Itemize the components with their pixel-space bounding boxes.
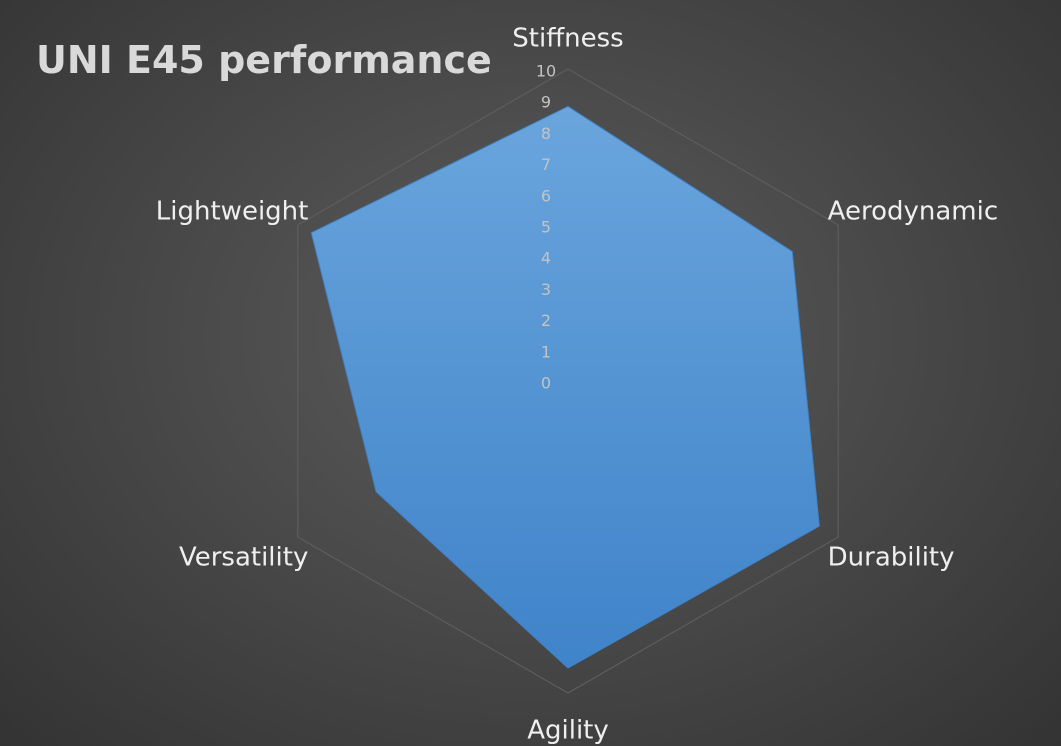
radar-series [310, 105, 820, 669]
tick-label-5: 5 [541, 218, 551, 237]
grid-ring-outer [297, 68, 839, 694]
tick-label-10: 10 [536, 62, 556, 81]
series-area-0 [310, 105, 820, 669]
tick-label-4: 4 [541, 249, 551, 268]
chart-title: UNI E45 performance [36, 38, 492, 82]
tick-label-7: 7 [541, 155, 551, 174]
tick-label-6: 6 [541, 186, 551, 205]
axis-label-aerodynamic: Aerodynamic [828, 197, 999, 227]
axis-label-agility: Agility [527, 716, 609, 746]
tick-label-0: 0 [541, 374, 551, 393]
tick-label-1: 1 [541, 342, 551, 361]
axis-label-lightweight: Lightweight [156, 197, 309, 227]
radial-tick-labels: 0 1 2 3 4 5 6 7 8 9 10 [536, 62, 556, 393]
axis-label-versatility: Versatility [179, 543, 308, 573]
tick-label-9: 9 [541, 93, 551, 112]
tick-label-3: 3 [541, 280, 551, 299]
axis-label-durability: Durability [828, 543, 955, 573]
tick-label-2: 2 [541, 311, 551, 330]
radar-grid [297, 68, 839, 694]
axis-label-stiffness: Stiffness [512, 24, 623, 54]
tick-label-8: 8 [541, 124, 551, 143]
axis-labels: Stiffness Aerodynamic Durability Agility Ver… [156, 24, 998, 746]
